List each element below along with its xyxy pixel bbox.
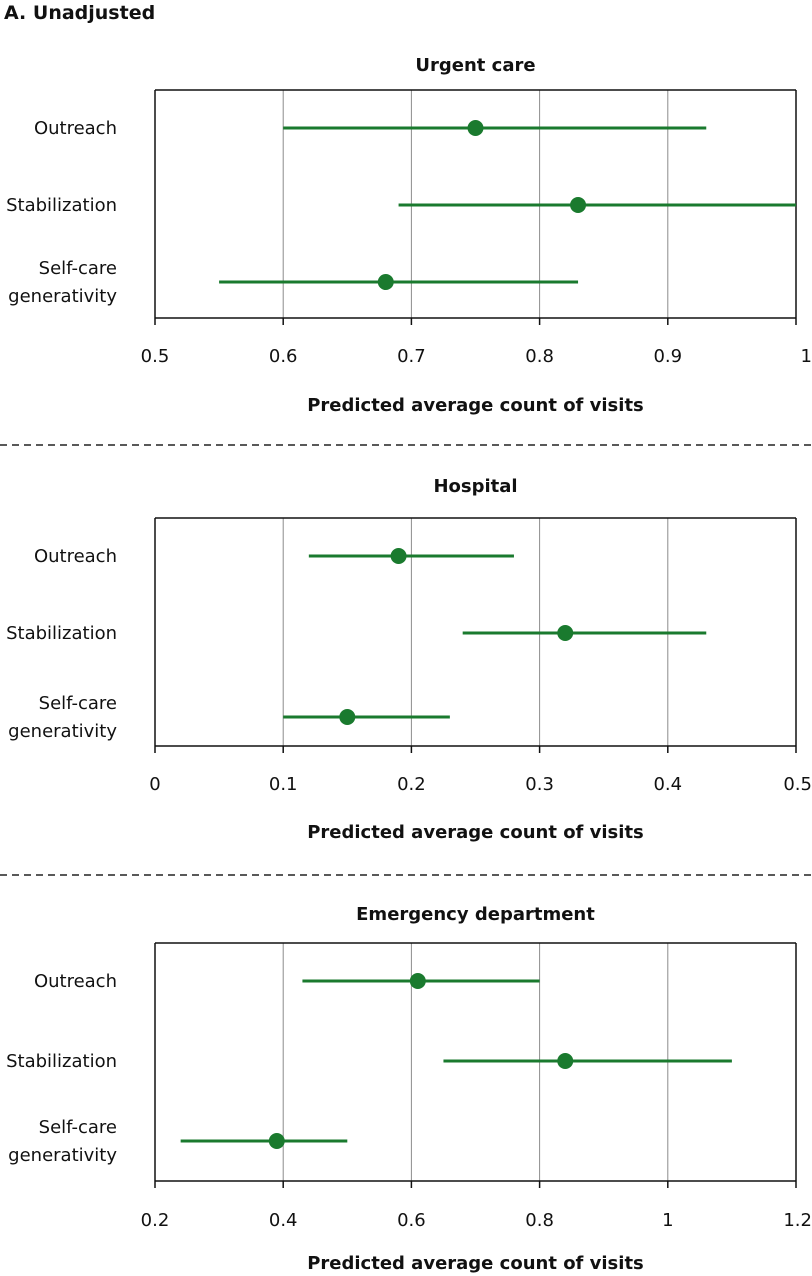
category-label: Stabilization	[6, 1051, 117, 1072]
point-estimate	[377, 274, 394, 290]
point-estimate	[390, 548, 407, 564]
category-label-line: generativity	[8, 721, 117, 742]
x-tick-label: 0.4	[653, 774, 682, 795]
category-label: Outreach	[34, 546, 117, 567]
x-axis-title: Predicted average count of visits	[307, 395, 644, 416]
point-estimate	[467, 120, 484, 136]
category-label: Self-care generativity	[8, 258, 117, 307]
category-label: Stabilization	[6, 623, 117, 644]
point-estimate	[339, 709, 356, 725]
x-axis-title: Predicted average count of visits	[307, 1253, 644, 1274]
category-row: Outreach	[34, 546, 514, 567]
x-tick-label: 1	[662, 1210, 673, 1231]
category-row: Self-care generativity	[8, 1117, 348, 1166]
category-label-line: Self-care	[39, 693, 117, 714]
x-tick-label: 1	[801, 346, 812, 367]
x-tick-label: 0.9	[653, 346, 682, 367]
point-estimate	[557, 1053, 574, 1069]
figure-label: A. Unadjusted	[4, 2, 156, 24]
category-label: Self-care generativity	[8, 1117, 117, 1166]
x-axis-title: Predicted average count of visits	[307, 822, 644, 843]
point-estimate	[268, 1133, 285, 1149]
category-label-line: Self-care	[39, 258, 117, 279]
x-tick-label: 0.1	[269, 774, 298, 795]
panel-2: Emergency department 0.2 0.4 0.6 0.8 1 1.2 Pred…	[6, 904, 812, 1274]
category-label-line: generativity	[8, 286, 117, 307]
category-row: Stabilization	[6, 623, 707, 644]
x-tick-label: 0	[149, 774, 160, 795]
point-estimate	[557, 625, 574, 641]
x-tick-label: 0.2	[397, 774, 426, 795]
x-tick-label: 0.8	[525, 1210, 554, 1231]
x-tick-label: 0.5	[783, 774, 812, 795]
x-tick-label: 0.2	[141, 1210, 170, 1231]
x-tick-label: 0.6	[269, 346, 298, 367]
x-tick-label: 0.5	[141, 346, 170, 367]
x-tick-label: 0.6	[397, 1210, 426, 1231]
category-label: Outreach	[34, 971, 117, 992]
point-estimate	[409, 973, 426, 989]
category-label: Self-care generativity	[8, 693, 117, 742]
category-label: Stabilization	[6, 195, 117, 216]
panel-1: Hospital 0 0.1 0.2 0.3 0.4 0.5 Predicted averag…	[6, 476, 812, 843]
panel-0: Urgent care 0.5 0.6 0.7 0.8 0.9 1 Predicted ave…	[6, 55, 812, 416]
category-label-line: Self-care	[39, 1117, 117, 1138]
panel-title: Urgent care	[415, 55, 535, 76]
panel-title: Hospital	[433, 476, 517, 497]
category-row: Self-care generativity	[8, 258, 579, 307]
panel-title: Emergency department	[356, 904, 595, 925]
category-row: Stabilization	[6, 1051, 732, 1072]
category-row: Outreach	[34, 118, 707, 139]
x-tick-label: 0.4	[269, 1210, 298, 1231]
category-row: Self-care generativity	[8, 693, 450, 742]
point-estimate	[570, 197, 587, 213]
category-label: Outreach	[34, 118, 117, 139]
x-tick-label: 0.3	[525, 774, 554, 795]
x-tick-label: 1.2	[783, 1210, 812, 1231]
category-row: Stabilization	[6, 195, 796, 216]
category-label-line: generativity	[8, 1145, 117, 1166]
x-tick-label: 0.8	[525, 346, 554, 367]
x-tick-label: 0.7	[397, 346, 426, 367]
category-row: Outreach	[34, 971, 540, 992]
